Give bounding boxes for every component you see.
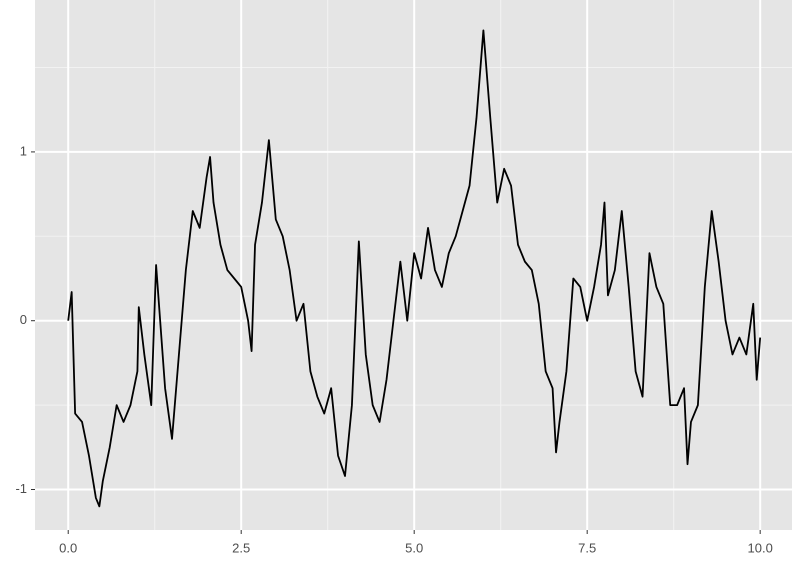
x-tick-label: 2.5 (232, 540, 250, 555)
x-tick-label: 7.5 (578, 540, 596, 555)
y-tick-label: 1 (20, 143, 27, 158)
x-tick-label: 0.0 (59, 540, 77, 555)
data-line (67, 29, 762, 508)
y-tick-label: 0 (20, 312, 27, 327)
x-tick-label: 10.0 (748, 540, 773, 555)
y-tick-label: -1 (15, 481, 27, 496)
x-tick-label: 5.0 (405, 540, 423, 555)
